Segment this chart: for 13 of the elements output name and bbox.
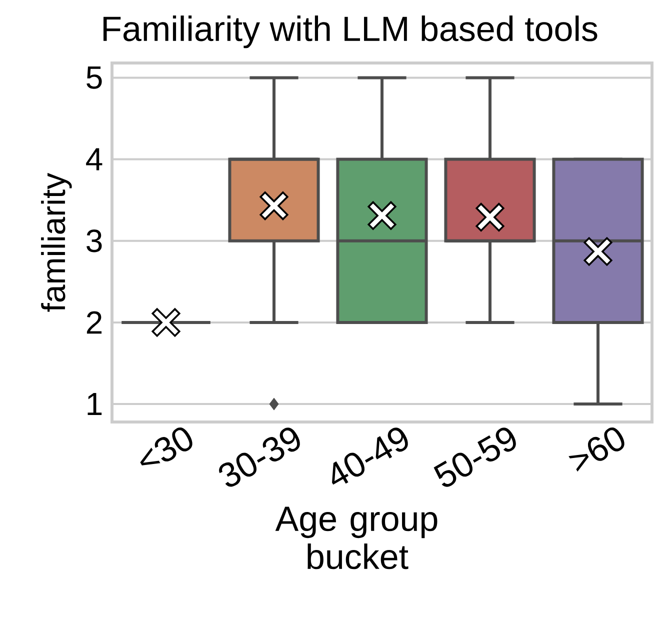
y-tick-label: 1 <box>88 393 102 416</box>
x-tick-label: <30 <box>140 428 192 466</box>
x-axis-title: Age group bucket <box>275 506 438 570</box>
x-tick-label: 40-49 <box>332 428 408 485</box>
chart-title: Familiarity with LLM based tools <box>103 16 598 48</box>
y-tick-label: 3 <box>86 230 102 252</box>
y-tick-label: 4 <box>86 148 102 170</box>
x-tick-label: 30-39 <box>219 428 300 487</box>
x-tick-label: >60 <box>568 428 624 472</box>
y-tick-label: 2 <box>86 311 102 334</box>
y-axis-title: familiarity <box>41 172 72 312</box>
x-tick-label: 50-59 <box>434 428 516 487</box>
y-tick-label: 5 <box>86 66 102 89</box>
